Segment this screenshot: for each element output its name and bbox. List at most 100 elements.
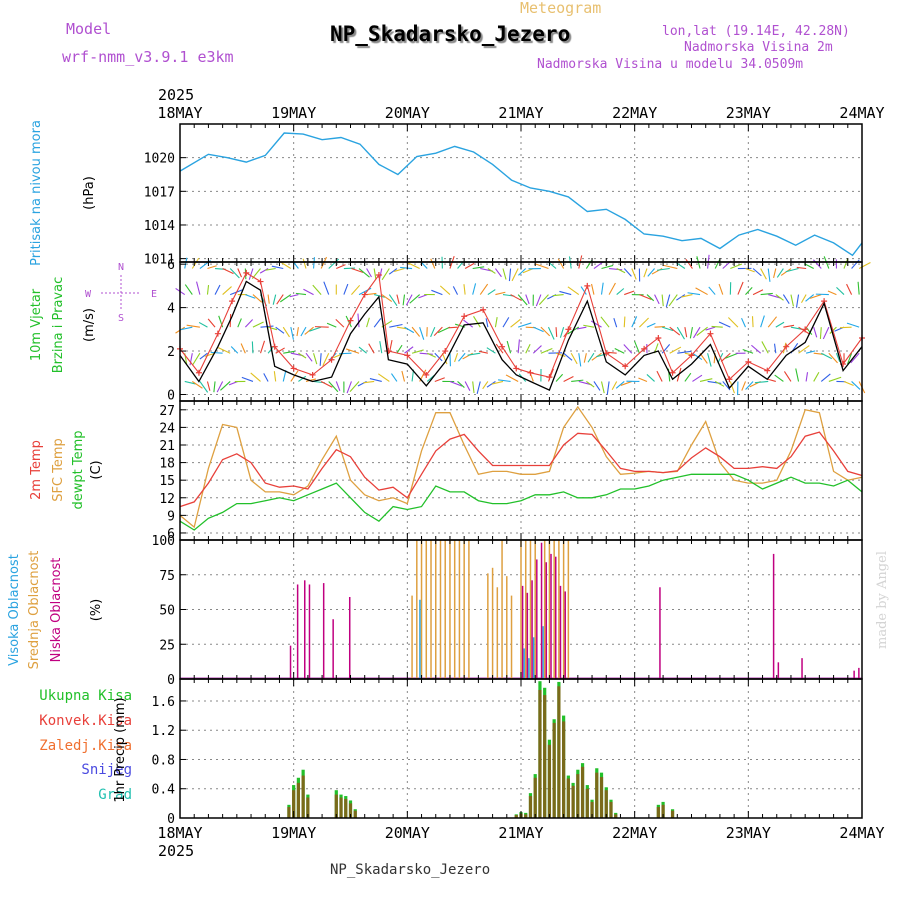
wind-arrow xyxy=(377,373,390,382)
wind-arrow xyxy=(295,292,307,296)
wind-arrow xyxy=(730,263,743,270)
wind-arrow xyxy=(302,258,307,269)
wind-arrow xyxy=(267,326,278,331)
precip-legend-1: Konvek.Kisa xyxy=(39,713,132,729)
wind-arrow xyxy=(836,287,845,295)
wind-arrow xyxy=(805,350,816,354)
wind-arrow xyxy=(725,352,739,359)
top-day-label: 18MAY xyxy=(157,104,202,122)
wind-arrow xyxy=(276,294,284,305)
wind-arrow xyxy=(464,381,471,391)
wind-arrow xyxy=(696,326,708,337)
wind-arrow xyxy=(614,348,625,354)
wind-arrow xyxy=(393,267,405,272)
wind-arrow xyxy=(391,373,398,382)
wind-arrow xyxy=(229,268,240,279)
precip-conv-bar xyxy=(566,778,570,818)
wind-arrow xyxy=(259,268,269,274)
pressure-line xyxy=(179,132,863,257)
bottom-day-label: 24MAY xyxy=(839,824,884,842)
wind-arrow xyxy=(478,350,488,354)
wind-gust-marker xyxy=(442,348,449,355)
wind-arrow xyxy=(518,268,527,276)
wind-arrow xyxy=(654,325,665,328)
wind-gust-marker xyxy=(546,374,553,381)
cloud-ylabel-mid: Srednja Oblacnost xyxy=(27,551,42,670)
y-tick-label: 0 xyxy=(167,673,175,688)
wind-arrow xyxy=(180,326,193,331)
wind-arrow xyxy=(767,316,778,328)
wind-arrow xyxy=(820,373,831,382)
wind-arrow xyxy=(433,326,443,336)
precip-conv-bar xyxy=(562,721,566,818)
y-tick-label: 1017 xyxy=(144,185,175,200)
wind-arrow xyxy=(452,286,459,295)
wind-arrow xyxy=(767,268,771,282)
wind-arrow xyxy=(847,353,853,365)
compass-s: S xyxy=(118,313,124,324)
wind-arrow xyxy=(313,353,318,365)
top-day-label: 24MAY xyxy=(839,104,884,122)
precip-conv-bar xyxy=(543,695,547,818)
wind-arrow xyxy=(611,381,618,390)
wind-arrow xyxy=(351,267,364,273)
wind-arrow xyxy=(580,286,587,295)
y-tick-label: 18 xyxy=(159,457,175,472)
wind-arrow xyxy=(654,294,660,305)
wind-arrow xyxy=(663,264,678,270)
wind-arrow xyxy=(485,318,489,328)
precip-conv-bar xyxy=(576,774,580,818)
wind-arrow xyxy=(396,326,407,330)
wind-gust-marker xyxy=(745,358,752,365)
wind-arrow xyxy=(745,381,754,390)
wind-arrow xyxy=(547,326,555,340)
wind-arrow xyxy=(559,326,565,338)
wind-arrow xyxy=(578,353,582,367)
wind-arrow xyxy=(250,372,261,382)
wind-arrow xyxy=(405,294,413,306)
precip-conv-bar xyxy=(547,744,552,818)
wind-arrow xyxy=(206,381,211,391)
wind-arrow xyxy=(458,352,466,362)
wind-arrow xyxy=(555,327,558,337)
wind-arrow xyxy=(813,326,818,338)
wind-arrow xyxy=(346,381,352,394)
wind-arrow xyxy=(800,294,807,304)
wind-gust-marker xyxy=(707,330,714,337)
wind-arrow xyxy=(593,261,604,269)
elevation: Nadmorska Visina 2m xyxy=(684,40,833,55)
wind-arrow xyxy=(773,268,777,278)
y-tick-label: 9 xyxy=(167,509,175,524)
wind-arrow xyxy=(727,317,739,328)
wind-arrow xyxy=(300,326,307,337)
wind-arrow xyxy=(449,380,463,387)
compass-n: N xyxy=(118,262,124,273)
wind-arrow xyxy=(638,377,648,382)
wind-arrow xyxy=(590,320,602,328)
precip-legend-3: Snijeg xyxy=(81,762,132,778)
temp-2m-line xyxy=(179,431,863,508)
wind-arrow xyxy=(479,283,489,295)
wind-arrow xyxy=(328,258,340,269)
wind-arrow xyxy=(381,294,393,302)
wind-arrow xyxy=(714,380,725,387)
wind-ylabel: 10m Vjetar xyxy=(29,288,44,361)
wind-arrow xyxy=(600,282,604,295)
wind-arrow xyxy=(476,381,481,394)
wind-arrow xyxy=(563,352,573,361)
wind-arrow xyxy=(745,287,753,295)
wind-arrow xyxy=(623,268,632,277)
wind-arrow xyxy=(623,316,626,328)
wind-arrow xyxy=(494,317,498,328)
wind-arrow xyxy=(741,317,746,328)
wind-arrow xyxy=(289,294,299,298)
wind-arrow xyxy=(850,352,860,364)
wind-arrow xyxy=(305,352,313,362)
wind-gust-marker xyxy=(385,348,392,355)
y-tick-label: 1014 xyxy=(144,219,175,234)
wind-gust-marker xyxy=(423,371,430,378)
wind-arrow xyxy=(774,374,784,382)
wind-gust-marker xyxy=(309,371,316,378)
precip-legend-0: Ukupna Kisa xyxy=(39,688,132,704)
wind-arrow xyxy=(419,326,425,340)
